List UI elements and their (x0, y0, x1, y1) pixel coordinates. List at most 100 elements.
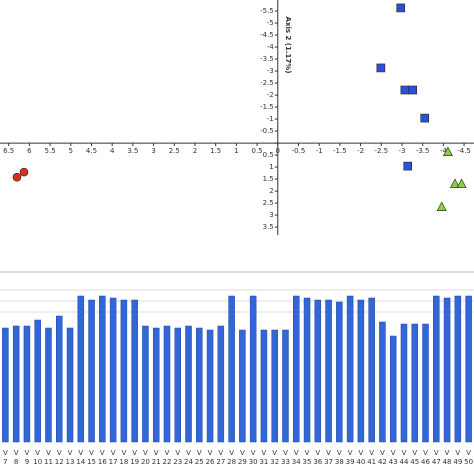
x-tick-label: V 23 (173, 449, 183, 466)
point (400, 85, 410, 95)
x-tick-label: V 26 (205, 449, 215, 466)
x-tick-label: -1 (316, 147, 323, 155)
bar (88, 299, 95, 443)
bar (271, 329, 278, 443)
x-tick-label: V 16 (97, 449, 107, 466)
bar (152, 327, 160, 443)
x-tick-label: 3 (151, 147, 155, 155)
x-tick-label: V 34 (291, 449, 301, 466)
bar (196, 327, 203, 443)
x-tick-label: V 44 (399, 449, 409, 466)
x-tick-label: V 20 (140, 449, 150, 466)
bar (239, 329, 246, 443)
point (19, 167, 29, 177)
bar (260, 329, 268, 443)
x-tick-label: 3.5 (127, 147, 138, 155)
x-tick-label: 4 (110, 147, 115, 155)
bar (163, 325, 171, 443)
x-tick-label: V 35 (302, 449, 312, 466)
x-tick-label: V 39 (345, 449, 355, 466)
point (396, 3, 406, 13)
x-tick-label: V 10 (33, 449, 43, 466)
bar (282, 329, 289, 443)
x-tick-label: V 22 (162, 449, 172, 466)
bar (422, 323, 429, 443)
x-tick-label: V 43 (388, 449, 398, 466)
bar (23, 325, 31, 443)
x-tick-label: V 19 (130, 449, 140, 466)
bar (45, 327, 52, 443)
x-tick-label: V 14 (76, 449, 86, 466)
x-tick-label: V 15 (87, 449, 97, 466)
x-tick-label: 6.5 (3, 147, 14, 155)
bar (142, 325, 149, 443)
point (408, 85, 418, 95)
bar (325, 299, 332, 443)
x-tick-label: V 32 (270, 449, 280, 466)
bar (66, 327, 74, 443)
y-tick-label: -3.5 (260, 55, 274, 63)
x-tick-label: 2.5 (169, 147, 180, 155)
x-tick-label: V 17 (108, 449, 118, 466)
bar (368, 297, 375, 443)
x-tick-label: V 28 (227, 449, 237, 466)
bar (174, 327, 181, 443)
bar (433, 295, 440, 443)
bar (77, 295, 85, 443)
bar (400, 323, 408, 443)
bar (34, 319, 41, 443)
y-tick-label: -1 (267, 115, 274, 123)
x-tick-label: V 8 (13, 449, 19, 466)
y-tick-label: -2.5 (260, 79, 274, 87)
bar (303, 297, 311, 443)
y-tick-label: 3 (269, 211, 273, 219)
x-tick-label: V 47 (431, 449, 441, 466)
y-tick-label: 3.5 (263, 223, 274, 231)
point (376, 63, 386, 73)
y-tick-label: -5.5 (260, 7, 274, 15)
bar (228, 295, 235, 443)
x-tick-label: V 30 (248, 449, 258, 466)
x-tick-label: V 48 (442, 449, 452, 466)
point (12, 172, 22, 182)
point (420, 113, 430, 123)
x-tick-label: V 46 (421, 449, 430, 466)
bar (379, 321, 386, 443)
x-tick-label: V 27 (216, 449, 226, 466)
axis-label: Axis 2 (1.17%) (284, 17, 292, 74)
bar (314, 299, 322, 443)
y-tick-label: 2 (269, 187, 273, 195)
x-tick-label: 5 (69, 147, 73, 155)
x-tick-label: V 13 (65, 449, 75, 466)
x-tick-label: V 36 (313, 449, 323, 466)
x-tick-label: -2 (357, 147, 364, 155)
bar (131, 299, 138, 443)
bar (249, 295, 257, 443)
point (442, 146, 453, 156)
x-tick-label: V 41 (367, 449, 377, 466)
bar (346, 295, 354, 443)
bar (293, 295, 300, 443)
x-tick-label: -3.5 (416, 147, 430, 155)
y-tick-label: -0.5 (260, 127, 274, 135)
y-tick-label: 1 (269, 163, 273, 171)
x-tick-label: 0.5 (252, 147, 263, 155)
x-tick-label: V 11 (44, 449, 53, 466)
x-tick-label: V 33 (281, 449, 290, 466)
point (436, 201, 447, 211)
bar (465, 295, 472, 443)
bar (2, 327, 9, 443)
x-tick-label: -0.5 (292, 147, 306, 155)
x-tick-label: 1.5 (210, 147, 221, 155)
x-tick-label: V 42 (377, 449, 387, 466)
x-tick-label: -1.5 (333, 147, 347, 155)
point (456, 178, 467, 188)
x-tick-label: -4 (440, 147, 448, 155)
x-tick-label: V 49 (453, 449, 463, 466)
bar (443, 297, 451, 443)
bar (217, 325, 225, 443)
bar (357, 299, 365, 443)
x-tick-label: 4.5 (86, 147, 97, 155)
bar (206, 329, 214, 443)
